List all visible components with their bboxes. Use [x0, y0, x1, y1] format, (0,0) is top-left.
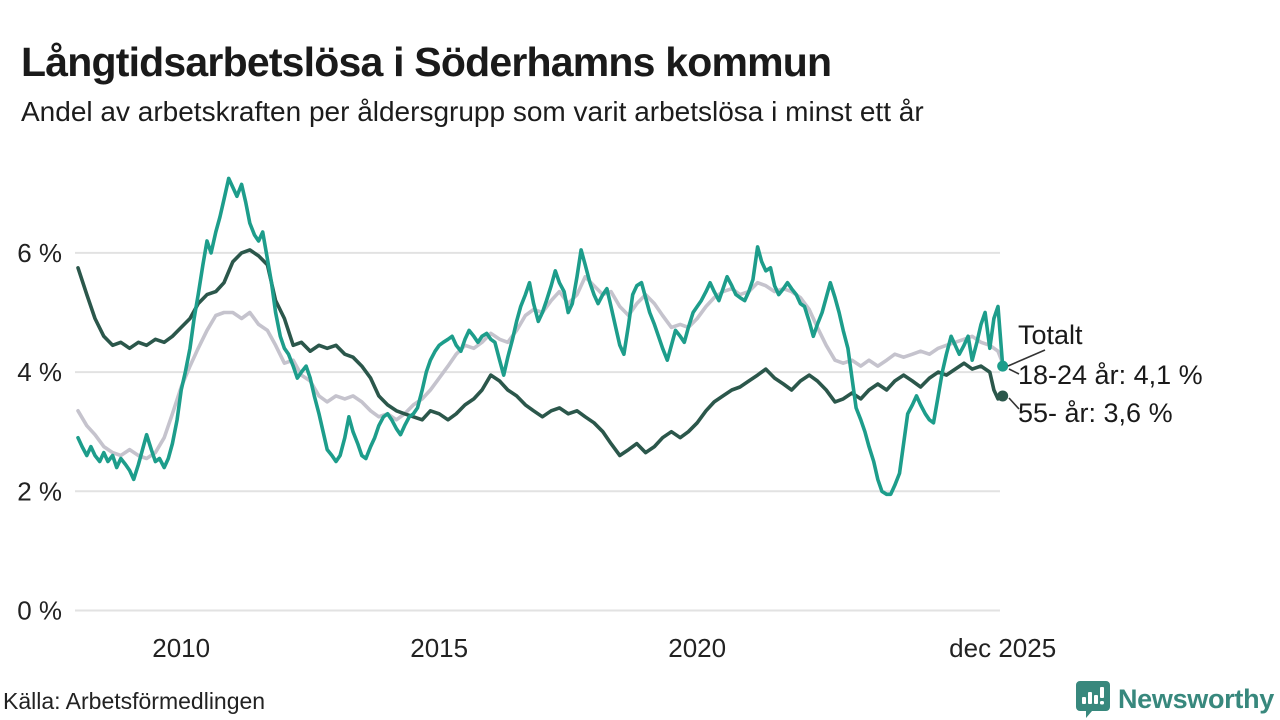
y-tick-label: 4 %	[17, 357, 62, 387]
x-axis-labels: 2010 2015 2020 dec 2025	[152, 633, 1056, 663]
newsworthy-wordmark: Newsworthy	[1117, 683, 1274, 714]
series-line-18-24-r	[76, 176, 1005, 497]
y-tick-label: 0 %	[17, 596, 62, 626]
source-note: Källa: Arbetsförmedlingen	[3, 688, 266, 714]
x-tick-label: 2010	[152, 633, 210, 663]
legend-label-18-24: 18-24 år: 4,1 %	[1018, 360, 1203, 390]
end-dot-55-r	[997, 390, 1009, 402]
newsworthy-logo[interactable]: Newsworthy	[1075, 680, 1274, 718]
newsworthy-logo-icon	[1075, 681, 1110, 718]
gridlines	[75, 251, 1000, 612]
legend-leader-lines	[1007, 349, 1046, 410]
x-tick-label: 2020	[668, 633, 726, 663]
leader-line-55	[1008, 397, 1020, 410]
y-axis-labels: 0 % 2 % 4 % 6 %	[17, 238, 62, 626]
x-tick-label: 2015	[410, 633, 468, 663]
y-tick-label: 6 %	[17, 238, 62, 268]
y-tick-label: 2 %	[17, 476, 62, 506]
legend-label-55: 55- år: 3,6 %	[1018, 398, 1173, 428]
series-lines	[76, 176, 1005, 497]
end-dot-18-24-r	[997, 360, 1009, 372]
chart-title: Långtidsarbetslösa i Söderhamns kommun	[21, 39, 832, 86]
series-end-dots	[997, 360, 1009, 402]
bar-chart-glyph	[1081, 687, 1104, 705]
chart-subtitle: Andel av arbetskraften per åldersgrupp s…	[21, 96, 924, 127]
speech-bubble-shape	[1075, 681, 1110, 718]
leader-line-totalt	[1007, 349, 1046, 367]
leader-line-18-24	[1008, 368, 1020, 375]
legend-label-totalt: Totalt	[1018, 320, 1083, 350]
x-tick-label: dec 2025	[949, 633, 1056, 663]
series-line-55-r	[76, 248, 1005, 458]
